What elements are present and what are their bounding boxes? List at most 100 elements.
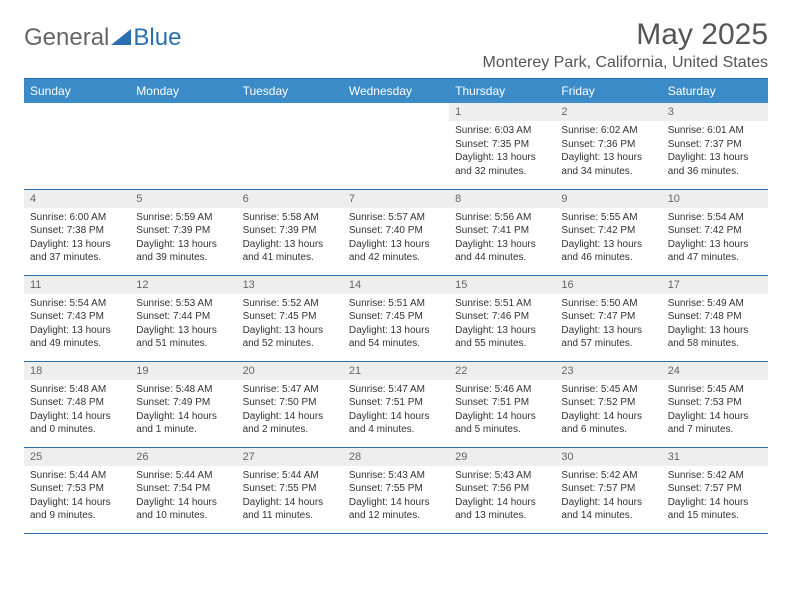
day-number: 2 [555, 103, 661, 121]
daylight-text: Daylight: 13 hours and 42 minutes. [349, 238, 443, 265]
sunset-text: Sunset: 7:50 PM [243, 396, 337, 410]
calendar-week-row: 18Sunrise: 5:48 AMSunset: 7:48 PMDayligh… [24, 361, 768, 447]
weekday-monday: Monday [130, 79, 236, 104]
sunrise-text: Sunrise: 5:45 AM [668, 383, 762, 397]
sunset-text: Sunset: 7:41 PM [455, 224, 549, 238]
sunset-text: Sunset: 7:53 PM [668, 396, 762, 410]
daylight-text: Daylight: 14 hours and 14 minutes. [561, 496, 655, 523]
calendar-day-cell: 16Sunrise: 5:50 AMSunset: 7:47 PMDayligh… [555, 275, 661, 361]
daylight-text: Daylight: 13 hours and 36 minutes. [668, 151, 762, 178]
sunrise-text: Sunrise: 5:54 AM [668, 211, 762, 225]
daylight-text: Daylight: 14 hours and 12 minutes. [349, 496, 443, 523]
day-data: Sunrise: 5:44 AMSunset: 7:54 PMDaylight:… [130, 466, 236, 527]
daylight-text: Daylight: 13 hours and 49 minutes. [30, 324, 124, 351]
daylight-text: Daylight: 14 hours and 10 minutes. [136, 496, 230, 523]
day-number: 28 [343, 448, 449, 466]
day-number: 14 [343, 276, 449, 294]
sunset-text: Sunset: 7:57 PM [668, 482, 762, 496]
sunrise-text: Sunrise: 5:54 AM [30, 297, 124, 311]
sunset-text: Sunset: 7:38 PM [30, 224, 124, 238]
daylight-text: Daylight: 13 hours and 32 minutes. [455, 151, 549, 178]
sunset-text: Sunset: 7:45 PM [349, 310, 443, 324]
sunrise-text: Sunrise: 5:51 AM [455, 297, 549, 311]
month-title: May 2025 [483, 18, 768, 52]
daylight-text: Daylight: 13 hours and 47 minutes. [668, 238, 762, 265]
sunset-text: Sunset: 7:57 PM [561, 482, 655, 496]
sunrise-text: Sunrise: 5:43 AM [349, 469, 443, 483]
day-data: Sunrise: 5:58 AMSunset: 7:39 PMDaylight:… [237, 208, 343, 269]
calendar-day-cell [130, 103, 236, 189]
brand-text-1: General [24, 24, 109, 52]
calendar-body: 1Sunrise: 6:03 AMSunset: 7:35 PMDaylight… [24, 103, 768, 533]
day-data: Sunrise: 5:53 AMSunset: 7:44 PMDaylight:… [130, 294, 236, 355]
day-number: 23 [555, 362, 661, 380]
day-number: 30 [555, 448, 661, 466]
sunrise-text: Sunrise: 6:00 AM [30, 211, 124, 225]
day-number: 29 [449, 448, 555, 466]
calendar-day-cell: 12Sunrise: 5:53 AMSunset: 7:44 PMDayligh… [130, 275, 236, 361]
daylight-text: Daylight: 13 hours and 58 minutes. [668, 324, 762, 351]
calendar-week-row: 11Sunrise: 5:54 AMSunset: 7:43 PMDayligh… [24, 275, 768, 361]
daylight-text: Daylight: 13 hours and 39 minutes. [136, 238, 230, 265]
calendar-day-cell: 18Sunrise: 5:48 AMSunset: 7:48 PMDayligh… [24, 361, 130, 447]
weekday-header-row: Sunday Monday Tuesday Wednesday Thursday… [24, 79, 768, 104]
calendar-table: Sunday Monday Tuesday Wednesday Thursday… [24, 78, 768, 534]
daylight-text: Daylight: 13 hours and 57 minutes. [561, 324, 655, 351]
sunrise-text: Sunrise: 6:02 AM [561, 124, 655, 138]
sunset-text: Sunset: 7:47 PM [561, 310, 655, 324]
daylight-text: Daylight: 13 hours and 52 minutes. [243, 324, 337, 351]
sunset-text: Sunset: 7:53 PM [30, 482, 124, 496]
calendar-day-cell: 2Sunrise: 6:02 AMSunset: 7:36 PMDaylight… [555, 103, 661, 189]
calendar-day-cell: 27Sunrise: 5:44 AMSunset: 7:55 PMDayligh… [237, 447, 343, 533]
calendar-day-cell: 1Sunrise: 6:03 AMSunset: 7:35 PMDaylight… [449, 103, 555, 189]
weekday-tuesday: Tuesday [237, 79, 343, 104]
sunset-text: Sunset: 7:36 PM [561, 138, 655, 152]
day-data: Sunrise: 5:49 AMSunset: 7:48 PMDaylight:… [662, 294, 768, 355]
weekday-saturday: Saturday [662, 79, 768, 104]
sunset-text: Sunset: 7:39 PM [243, 224, 337, 238]
page-header: General Blue May 2025 Monterey Park, Cal… [24, 18, 768, 72]
day-data: Sunrise: 5:51 AMSunset: 7:46 PMDaylight:… [449, 294, 555, 355]
day-number: 21 [343, 362, 449, 380]
calendar-day-cell: 23Sunrise: 5:45 AMSunset: 7:52 PMDayligh… [555, 361, 661, 447]
day-data: Sunrise: 5:45 AMSunset: 7:53 PMDaylight:… [662, 380, 768, 441]
sunrise-text: Sunrise: 5:57 AM [349, 211, 443, 225]
day-number: 20 [237, 362, 343, 380]
sunset-text: Sunset: 7:55 PM [243, 482, 337, 496]
daylight-text: Daylight: 13 hours and 54 minutes. [349, 324, 443, 351]
brand-text-2: Blue [133, 24, 181, 52]
calendar-week-row: 4Sunrise: 6:00 AMSunset: 7:38 PMDaylight… [24, 189, 768, 275]
brand-triangle-icon [111, 24, 131, 52]
calendar-day-cell: 21Sunrise: 5:47 AMSunset: 7:51 PMDayligh… [343, 361, 449, 447]
sunrise-text: Sunrise: 5:50 AM [561, 297, 655, 311]
day-data: Sunrise: 5:52 AMSunset: 7:45 PMDaylight:… [237, 294, 343, 355]
calendar-day-cell: 5Sunrise: 5:59 AMSunset: 7:39 PMDaylight… [130, 189, 236, 275]
daylight-text: Daylight: 14 hours and 11 minutes. [243, 496, 337, 523]
day-number: 22 [449, 362, 555, 380]
sunrise-text: Sunrise: 5:48 AM [136, 383, 230, 397]
day-number: 25 [24, 448, 130, 466]
sunset-text: Sunset: 7:37 PM [668, 138, 762, 152]
calendar-day-cell: 30Sunrise: 5:42 AMSunset: 7:57 PMDayligh… [555, 447, 661, 533]
day-data: Sunrise: 5:47 AMSunset: 7:50 PMDaylight:… [237, 380, 343, 441]
sunset-text: Sunset: 7:54 PM [136, 482, 230, 496]
day-number: 7 [343, 190, 449, 208]
daylight-text: Daylight: 13 hours and 41 minutes. [243, 238, 337, 265]
sunset-text: Sunset: 7:43 PM [30, 310, 124, 324]
sunrise-text: Sunrise: 6:01 AM [668, 124, 762, 138]
calendar-day-cell [24, 103, 130, 189]
sunrise-text: Sunrise: 5:43 AM [455, 469, 549, 483]
sunset-text: Sunset: 7:42 PM [668, 224, 762, 238]
day-data: Sunrise: 5:48 AMSunset: 7:49 PMDaylight:… [130, 380, 236, 441]
day-data: Sunrise: 5:57 AMSunset: 7:40 PMDaylight:… [343, 208, 449, 269]
day-number: 31 [662, 448, 768, 466]
sunrise-text: Sunrise: 5:52 AM [243, 297, 337, 311]
day-data: Sunrise: 5:44 AMSunset: 7:55 PMDaylight:… [237, 466, 343, 527]
sunset-text: Sunset: 7:48 PM [30, 396, 124, 410]
calendar-day-cell: 10Sunrise: 5:54 AMSunset: 7:42 PMDayligh… [662, 189, 768, 275]
daylight-text: Daylight: 13 hours and 51 minutes. [136, 324, 230, 351]
calendar-day-cell: 11Sunrise: 5:54 AMSunset: 7:43 PMDayligh… [24, 275, 130, 361]
calendar-day-cell: 31Sunrise: 5:42 AMSunset: 7:57 PMDayligh… [662, 447, 768, 533]
calendar-day-cell: 15Sunrise: 5:51 AMSunset: 7:46 PMDayligh… [449, 275, 555, 361]
day-data: Sunrise: 5:42 AMSunset: 7:57 PMDaylight:… [662, 466, 768, 527]
